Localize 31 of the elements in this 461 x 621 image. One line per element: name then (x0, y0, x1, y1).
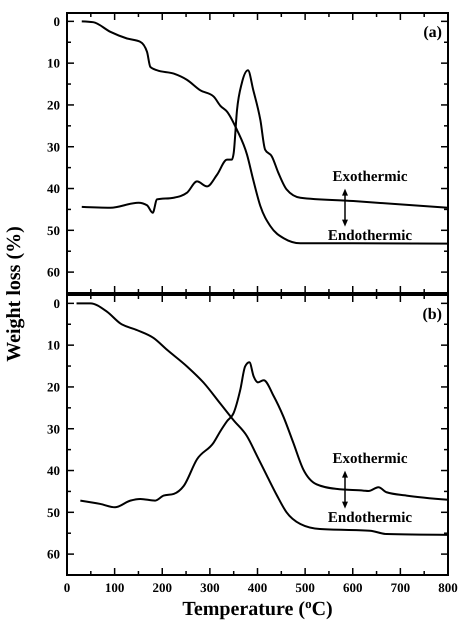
y-tick-label: 60 (47, 264, 60, 280)
x-tick-label: 500 (295, 580, 315, 595)
x-tick-label: 700 (390, 580, 410, 595)
y-tick-label: 0 (54, 296, 60, 311)
x-axis-title: Temperature ($^{o}$C) (182, 596, 333, 620)
y-axis-title: Weight loss (%) (3, 226, 25, 362)
y-tick-label: 40 (47, 463, 60, 478)
annotation: Endothermic (328, 228, 412, 244)
x-tick-label: 300 (200, 580, 220, 595)
annotation: (a) (423, 24, 442, 41)
x-tick-label: 100 (104, 580, 124, 595)
annotation: Exothermic (332, 451, 408, 467)
y-tick-label: 50 (47, 222, 60, 238)
y-tick-label: 10 (47, 56, 60, 71)
y-tick-label: 20 (47, 379, 60, 394)
y-tick-label: 20 (47, 97, 60, 112)
y-tick-label: 60 (47, 546, 60, 562)
x-tick-label: 0 (64, 580, 70, 595)
annotation: Exothermic (332, 169, 408, 185)
annotation: (b) (422, 306, 442, 323)
x-tick-label: 600 (343, 580, 362, 595)
annotation: Endothermic (328, 510, 412, 526)
x-tick-label: 800 (438, 580, 458, 595)
y-tick-label: 40 (47, 181, 60, 196)
x-tick-label: 400 (248, 580, 268, 595)
y-tick-label: 10 (47, 338, 60, 353)
y-tick-label: 50 (47, 504, 60, 520)
y-tick-label: 30 (47, 421, 60, 436)
x-tick-label: 200 (152, 580, 172, 595)
y-tick-label: 0 (54, 14, 60, 29)
y-tick-label: 30 (47, 139, 60, 154)
